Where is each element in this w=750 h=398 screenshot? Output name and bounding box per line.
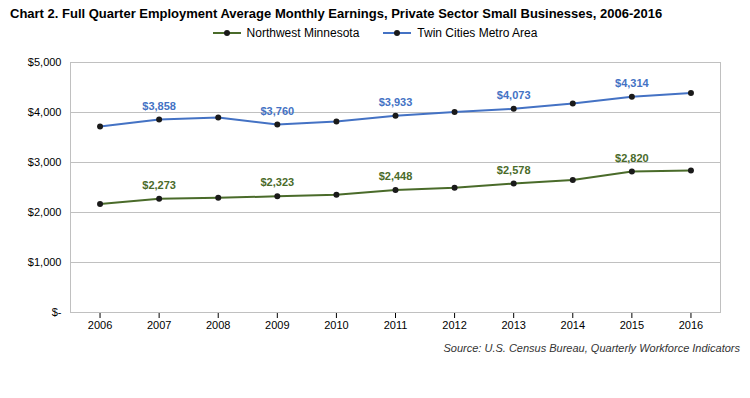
svg-text:$2,323: $2,323: [260, 176, 294, 188]
svg-text:2006: 2006: [88, 319, 112, 331]
html-text:Chart 2. Full Quarter Employme: Chart 2. Full Quarter Employment Average…: [10, 6, 663, 21]
svg-text:2011: 2011: [384, 319, 408, 331]
svg-text:$3,858: $3,858: [142, 100, 176, 112]
svg-text:2009: 2009: [265, 319, 289, 331]
svg-text:2015: 2015: [620, 319, 644, 331]
svg-text:2010: 2010: [324, 319, 348, 331]
svg-text:$2,820: $2,820: [615, 152, 649, 164]
html-text:Source: U.S. Census Bureau, Qu: Source: U.S. Census Bureau, Quarterly Wo…: [443, 342, 740, 354]
svg-text:2013: 2013: [501, 319, 525, 331]
svg-text:$-: $-: [52, 306, 62, 318]
svg-text:$3,933: $3,933: [379, 96, 413, 108]
svg-text:$1,000: $1,000: [28, 256, 62, 268]
svg-text:$2,000: $2,000: [28, 206, 62, 218]
svg-text:2012: 2012: [442, 319, 466, 331]
html-text:Northwest Minnesota: Northwest Minnesota: [246, 26, 360, 40]
svg-text:2014: 2014: [561, 319, 585, 331]
html-text:Twin Cities Metro Area: Twin Cities Metro Area: [417, 26, 538, 40]
svg-text:$2,578: $2,578: [497, 164, 531, 176]
svg-text:$2,273: $2,273: [142, 179, 176, 191]
svg-text:$5,000: $5,000: [28, 56, 62, 68]
svg-text:$4,000: $4,000: [28, 106, 62, 118]
svg-text:$4,073: $4,073: [497, 89, 531, 101]
svg-text:2007: 2007: [147, 319, 171, 331]
svg-text:$3,000: $3,000: [28, 156, 62, 168]
svg-text:$4,314: $4,314: [615, 77, 650, 89]
svg-text:$3,760: $3,760: [260, 105, 294, 117]
svg-text:$2,448: $2,448: [379, 170, 413, 182]
svg-text:2016: 2016: [679, 319, 703, 331]
svg-text:2008: 2008: [206, 319, 230, 331]
